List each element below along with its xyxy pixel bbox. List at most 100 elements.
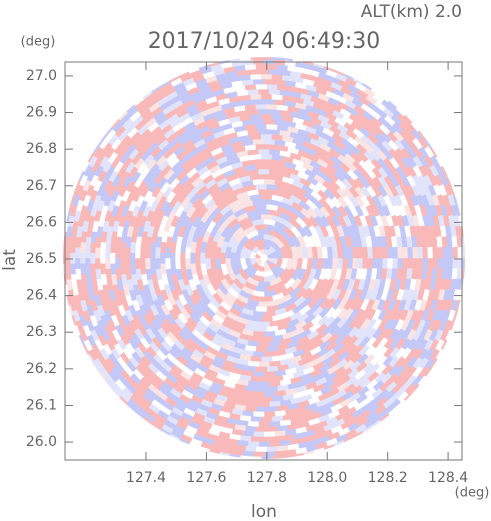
x-tick-label: 127.6 [186,470,226,486]
field-cell [342,257,349,270]
field-cell [357,246,364,259]
field-cell [352,257,359,270]
field-cell [263,451,276,458]
field-cell [362,246,369,259]
field-cell [159,252,166,264]
field-cell [268,68,281,75]
field-cell [255,326,268,333]
field-cell [104,257,111,270]
field-cell [55,269,61,280]
field-cell [268,420,281,428]
field-cell [255,406,267,413]
field-cell [280,460,291,466]
field-cell [164,246,171,259]
field-cell [63,273,68,286]
field-cell [417,257,424,270]
field-cell [252,118,265,125]
field-cell [261,133,273,140]
field-cell [412,246,419,259]
field-cell [452,257,459,270]
x-tick-label: 128.4 [428,470,468,486]
field-cell [255,366,268,373]
field-cell [93,127,105,141]
field-cell [94,246,101,259]
field-cell [409,111,422,124]
field-cell [257,228,271,235]
field-cell [259,462,270,467]
field-cell [119,252,126,264]
field-cell [252,451,265,458]
field-cell [357,257,364,270]
field-cell [99,119,112,132]
field-cell [121,97,134,109]
field-cell [255,103,267,110]
field-cell [124,246,131,259]
field-cell [87,367,99,380]
field-cell [121,407,134,419]
field-cell [239,57,252,61]
y-tick-label: 26.4 [26,288,57,304]
field-cell [247,441,260,448]
field-cell [63,204,68,217]
field-cell [462,257,465,270]
field-cell [68,173,78,187]
field-cell [250,375,262,383]
field-cell [109,252,116,264]
field-cell [138,84,151,96]
field-cell [109,262,117,275]
field-cell [114,257,121,270]
field-cell [250,113,262,120]
field-cell [263,431,276,438]
field-cell [467,269,473,280]
field-cell [55,237,61,248]
field-cell [263,98,276,105]
field-cell [258,68,270,75]
field-cell [407,257,414,270]
radar-field [55,57,473,467]
field-cell [209,251,216,265]
field-cell [460,278,465,291]
field-cell [255,386,267,393]
field-cell [263,138,276,145]
field-cell [442,257,449,270]
field-cell [258,108,270,115]
field-cell [352,246,359,259]
field-cell [397,246,404,259]
field-cell [263,178,276,186]
field-cell [257,301,271,308]
field-cell [427,246,434,259]
field-cell [258,168,270,175]
field-cell [63,230,68,243]
field-cell [229,251,236,265]
field-cell [387,257,394,270]
field-cell [258,321,270,328]
field-cell [113,400,126,412]
field-cell [260,153,273,160]
field-cell [261,113,273,120]
field-cell [146,426,160,438]
y-tick-label: 26.7 [26,178,57,194]
field-cell [260,295,274,303]
field-cell [402,400,415,412]
field-cell [165,68,178,79]
field-cell [252,78,265,85]
field-cell [255,63,267,70]
field-cell [397,257,404,270]
field-cell [432,246,439,259]
field-cell [412,257,419,270]
field-cell [336,246,344,259]
field-cell [250,73,262,80]
field-cell [252,351,265,358]
field-cell [252,330,265,338]
field-cell [260,193,273,200]
field-cell [386,90,399,102]
field-cell [175,64,188,74]
field-cell [441,348,452,362]
field-cell [266,103,278,110]
field-cell [63,299,68,312]
field-cell [429,367,441,380]
field-cell [84,257,91,270]
field-cell [104,246,111,259]
field-cell [63,289,65,302]
